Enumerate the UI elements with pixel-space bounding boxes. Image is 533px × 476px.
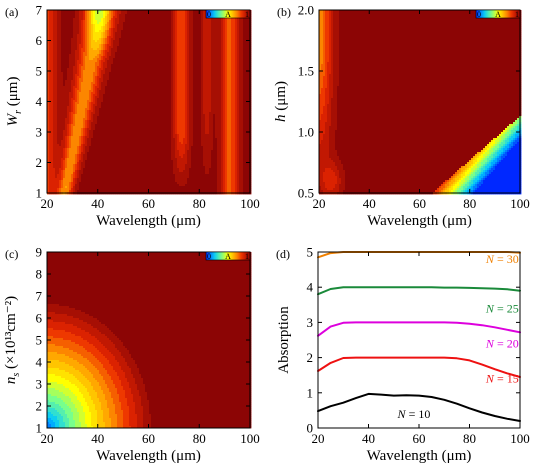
heatmap-cells xyxy=(47,10,251,194)
